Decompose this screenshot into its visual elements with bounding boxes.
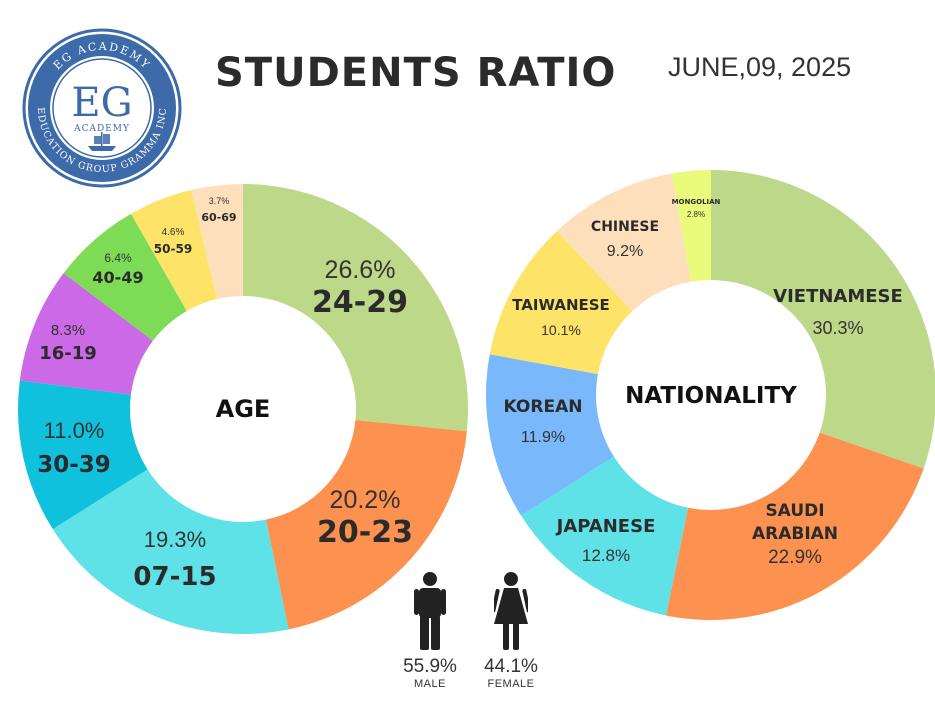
slice-percent-label: 9.2% (607, 243, 643, 260)
slice-40-49 (63, 213, 187, 341)
slice-percent-label: 3.7% (209, 196, 230, 206)
ship-icon (88, 132, 116, 151)
slice-percent-label: 19.3% (144, 527, 206, 552)
male-percent: 55.9% (403, 656, 457, 677)
slice-07-15 (52, 469, 289, 634)
slice-japanese (521, 456, 689, 616)
donut-center-label: AGE (216, 395, 271, 423)
report-date: JUNE,09, 2025 (668, 52, 852, 82)
slice-category-label: 50-59 (154, 242, 192, 256)
slice-mongolian (671, 170, 711, 282)
slice-16-19 (19, 273, 153, 395)
female-person-icon (494, 572, 528, 650)
slice-category-label: MONGOLIAN (672, 198, 721, 206)
slice-percent-label: 2.8% (687, 210, 705, 219)
page-title: STUDENTS RATIO (215, 50, 617, 96)
male-label: MALE (414, 678, 446, 690)
logo-word: ACADEMY (73, 124, 130, 134)
female-label: FEMALE (487, 678, 535, 690)
nationality-donut-chart: 30.3% VIETNAMESE 22.9% SAUDI ARABIAN 12.8% JAP… (485, 170, 935, 621)
slice-category-label: 30-39 (37, 452, 111, 478)
slice-vietnamese (711, 170, 935, 469)
male-stat: 55.9% MALE (400, 572, 460, 690)
slice-30-39 (17, 380, 148, 530)
slice-category-label: 16-19 (39, 343, 97, 364)
slice-taiwanese (489, 230, 633, 375)
slice-percent-label: 11.9% (521, 429, 565, 446)
eg-academy-logo: EG ACADEMY EDUCATION GROUP GRAMMA INC EG… (22, 28, 182, 188)
slice-percent-label: 10.1% (541, 322, 581, 338)
slice-category-label: 20-23 (317, 515, 413, 550)
slice-korean (485, 354, 614, 516)
slice-20-23 (265, 420, 467, 630)
slice-24-29 (243, 184, 468, 432)
male-person-icon (414, 572, 446, 650)
slice-50-59 (131, 190, 217, 311)
slice-category-label: KOREAN (504, 397, 583, 417)
donut-center-label: NATIONALITY (625, 383, 797, 409)
slice-category-label: 60-69 (201, 211, 236, 224)
slice-category-label: SAUDI ARABIAN (752, 501, 838, 544)
slice-percent-label: 11.0% (44, 418, 105, 443)
slice-percent-label: 12.8% (582, 546, 630, 565)
female-stat: 44.1% FEMALE (478, 572, 544, 690)
slice-saudi-arabian (666, 432, 924, 621)
slice-percent-label: 30.3% (812, 318, 863, 338)
slice-percent-label: 6.4% (104, 251, 132, 265)
slice-category-label: CHINESE (591, 219, 659, 235)
slice-category-label: 24-29 (312, 285, 408, 320)
slice-category-label: TAIWANESE (512, 296, 610, 314)
slice-category-label: 07-15 (133, 562, 216, 592)
slice-percent-label: 22.9% (768, 547, 822, 568)
slice-percent-label: 4.6% (162, 227, 185, 238)
slice-category-label: VIETNAMESE (773, 286, 903, 307)
slice-category-label: 40-49 (92, 268, 143, 287)
slice-percent-label: 8.3% (51, 322, 85, 339)
slice-chinese (556, 173, 691, 312)
slice-percent-label: 26.6% (325, 256, 396, 284)
slice-60-69 (191, 184, 243, 300)
slice-category-label: JAPANESE (555, 516, 656, 537)
age-donut-chart: 26.6%24-29 20.2%20-23 19.3% 07-15 11.0% 30-39… (17, 184, 468, 634)
logo-initials: EG (71, 80, 132, 126)
female-percent: 44.1% (484, 656, 538, 677)
slice-percent-label: 20.2% (330, 486, 401, 514)
